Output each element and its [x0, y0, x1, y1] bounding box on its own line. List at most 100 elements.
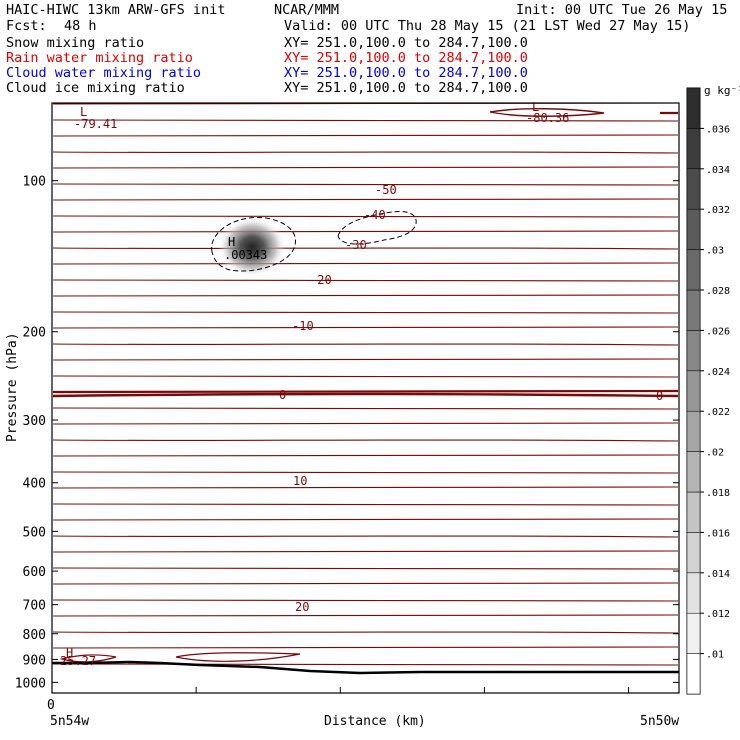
y-tick-label: 500 [23, 525, 46, 540]
colorbar-tick-label: .032 [706, 205, 730, 216]
isotherm-line [52, 646, 679, 649]
isotherm-line [52, 311, 679, 314]
isotherm-line [52, 599, 679, 602]
colorbar-segment [686, 370, 701, 412]
isotherm-line [52, 198, 679, 201]
y-tick-label: 600 [23, 565, 46, 580]
field-xy-snow: XY= 251.0,100.0 to 284.7,100.0 [284, 35, 528, 51]
y-tick-label: 400 [23, 477, 46, 492]
low-value: -79.41 [74, 117, 117, 131]
isotherm-line [52, 183, 679, 186]
colorbar-tick-label: .03 [706, 246, 724, 257]
high-marker: H [66, 646, 73, 660]
field-label-snow: Snow mixing ratio [6, 35, 145, 51]
low-marker: L [532, 100, 539, 114]
colorbar-segment [686, 330, 701, 372]
isotherm-line [52, 375, 679, 378]
isotherm-line [52, 582, 679, 585]
isotherm-line [52, 151, 679, 154]
isotherm-line [52, 422, 679, 425]
isotherm-line [52, 166, 679, 169]
colorbar-tick-label: .012 [706, 609, 730, 620]
field-label-cloudice: Cloud ice mixing ratio [6, 80, 185, 96]
isotherm-zero-line [52, 392, 679, 398]
isotherm-label: 0 [656, 389, 663, 403]
isotherm-label: 10 [293, 474, 307, 488]
y-tick-label: 100 [23, 175, 46, 190]
x-tick-label-right: 5n50w [640, 714, 679, 729]
isotherm-line [52, 454, 679, 457]
field-xy-cloudice: XY= 251.0,100.0 to 284.7,100.0 [284, 80, 528, 96]
isotherm-line [52, 503, 679, 506]
isotherm-line [52, 407, 679, 410]
x-tick-label-left: 5n54w [50, 714, 89, 729]
field-label-rain: Rain water mixing ratio [6, 50, 193, 66]
colorbar-tick-label: .024 [706, 367, 730, 378]
low-marker: L [80, 105, 87, 119]
isotherm-line [52, 389, 679, 394]
isotherm-line [52, 262, 679, 265]
isotherm-label: -10 [292, 319, 314, 333]
isotherm-group [52, 102, 679, 666]
isotherm-line [52, 247, 679, 250]
isotherm-line [52, 134, 679, 137]
isotherm-label: -40 [364, 208, 386, 222]
high-value: .00343 [224, 248, 267, 262]
colorbar-segment [686, 87, 701, 129]
model-title: HAIC-HIWC 13km ARW-GFS init [6, 2, 226, 18]
colorbar-tick-label: .026 [706, 326, 730, 337]
isotherm-line [52, 326, 679, 329]
y-tick-label: 900 [23, 653, 46, 668]
colorbar-tick-label: .034 [706, 165, 730, 176]
isotherm-contour [175, 652, 301, 662]
isotherm-line [52, 119, 679, 122]
isotherm-line [52, 535, 679, 538]
colorbar-segment [686, 532, 701, 574]
mixing-ratio-maximum [218, 217, 286, 277]
x-axis-label: Distance (km) [324, 714, 426, 729]
isotherm-line [52, 343, 679, 346]
y-tick-label: 200 [23, 326, 46, 341]
cloud-contour-dashed [211, 216, 297, 272]
isotherm-line [52, 230, 679, 233]
field-xy-rain: XY= 251.0,100.0 to 284.7,100.0 [284, 50, 528, 66]
terrain-line [52, 660, 679, 675]
isotherm-contour [59, 654, 117, 663]
isotherm-line [52, 663, 679, 666]
colorbar-tick-label: .02 [706, 448, 724, 459]
colorbar-tick-label: .036 [706, 124, 730, 135]
colorbar-segment [686, 491, 701, 533]
colorbar-segment [686, 208, 701, 250]
y-tick-label: 700 [23, 599, 46, 614]
low-value: -80.36 [526, 111, 569, 125]
isotherm-label: 0 [279, 388, 286, 402]
colorbar-tick-label: .018 [706, 488, 730, 499]
colorbar-tick-label: .028 [706, 286, 730, 297]
y-axis-label: Pressure (hPa) [5, 332, 20, 442]
isotherm-label: -50 [375, 183, 397, 197]
isotherm-line [52, 614, 679, 617]
colorbar-tick-label: .01 [706, 650, 724, 661]
field-label-cloudwater: Cloud water mixing ratio [6, 65, 202, 81]
isotherm-line [52, 279, 679, 282]
colorbar-segment [686, 289, 701, 331]
x-tick-label-origin: 0 [47, 698, 55, 713]
colorbar-unit: g kg⁻¹ [704, 84, 740, 97]
colorbar-segment [686, 653, 701, 695]
colorbar-segment [686, 612, 701, 654]
fcst-value: 48 h [64, 18, 97, 34]
colorbar-segment [686, 410, 701, 452]
colorbar-tick-label: .016 [706, 528, 730, 539]
isotherm-line [52, 631, 679, 634]
colorbar-segment [686, 249, 701, 291]
isotherm-contour [489, 108, 605, 117]
isotherm-label: 20 [295, 600, 309, 614]
y-tick-label: 300 [23, 414, 46, 429]
isotherm-line [52, 567, 679, 570]
plot-frame [51, 102, 680, 694]
high-value: 25.27 [60, 654, 96, 668]
cloud-contour-dashed [337, 211, 417, 245]
colorbar-tick-label: .022 [706, 407, 730, 418]
